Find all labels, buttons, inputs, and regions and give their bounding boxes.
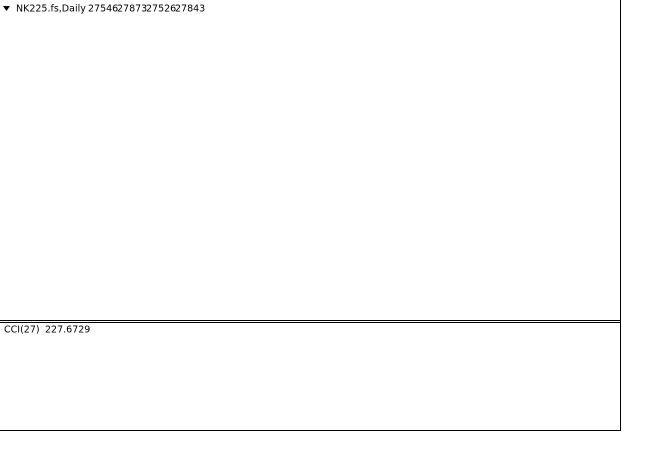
header-low: 27526 [146,4,176,15]
header-open: 27546 [88,4,118,15]
header-close: 27843 [175,4,205,15]
indicator-name: CCI(27) [4,325,40,336]
menu-icon[interactable] [3,6,10,11]
header-high: 27873 [117,4,147,15]
chart-title: NK225.fs,Daily [16,4,86,15]
indicator-value: 227.6729 [45,325,90,336]
